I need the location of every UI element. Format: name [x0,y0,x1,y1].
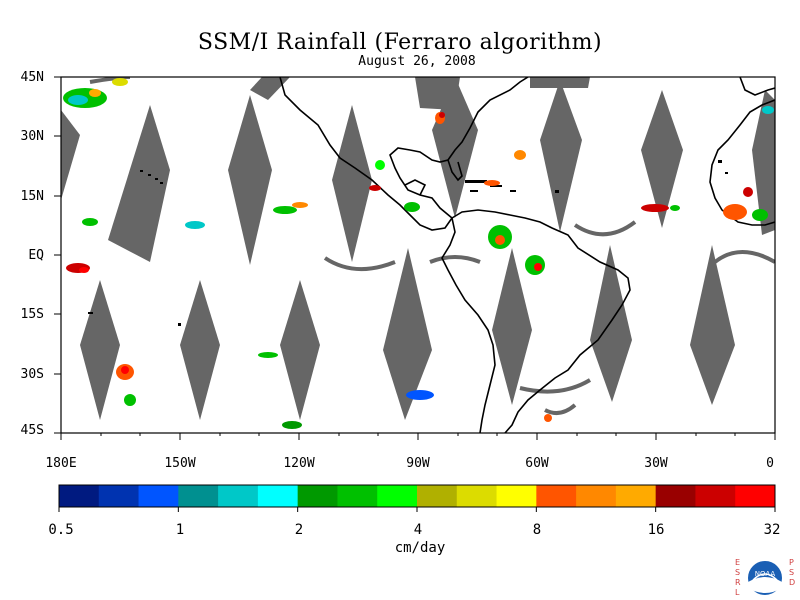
colorbar-swatch [655,485,696,507]
lat-label-15s: 15S [20,307,44,322]
axis-ticks [54,76,776,440]
rainfall-cells [63,78,774,429]
plot-area [61,77,775,433]
colorbar-swatch [59,485,100,507]
colorbar-label-16: 16 [647,522,665,538]
noaa-esrl-psd-logo: ESRL NOAA PSD [735,558,797,598]
colorbar-label-2: 2 [294,522,304,538]
lon-label-90w: 90W [406,456,430,471]
colorbar-label-0-5: 0.5 [48,522,74,538]
colorbar-swatch [377,485,418,507]
lon-label-30w: 30W [644,456,668,471]
noaa-emblem-icon: NOAA [746,559,784,597]
colorbar [58,484,776,512]
lon-label-60w: 60W [525,456,549,471]
lat-label-eq: EQ [28,248,44,263]
colorbar-swatch [456,485,498,507]
colorbar-swatch [496,485,537,507]
lon-label-0: 0 [766,456,774,471]
swath-edge-arcs [89,77,775,416]
colorbar-swatch [98,485,140,507]
colorbar-units: cm/day [394,540,446,556]
lon-label-150w: 150W [164,456,196,471]
colorbar-swatch [576,485,617,507]
lat-label-45n: 45N [20,70,44,85]
no-data-swath-gaps [61,77,775,420]
colorbar-label-32: 32 [763,522,781,538]
coastlines [279,77,775,433]
map-title: SSM/I Rainfall (Ferraro algorithm) [197,30,603,55]
lat-label-45s: 45S [20,423,44,438]
lon-label-180e: 180E [45,456,77,471]
colorbar-swatch [735,485,776,507]
colorbar-swatch [615,485,657,507]
islands [88,160,728,326]
colorbar-swatch [417,485,458,507]
lat-label-30s: 30S [20,367,44,382]
colorbar-swatch [297,485,338,507]
colorbar-swatch [138,485,179,507]
colorbar-swatch [337,485,378,507]
lat-label-15n: 15N [20,189,44,204]
lat-label-30n: 30N [20,129,44,144]
colorbar-swatch [536,485,577,507]
colorbar-swatch [218,485,259,507]
lon-label-120w: 120W [283,456,315,471]
colorbar-label-8: 8 [532,522,542,538]
colorbar-label-4: 4 [413,522,423,538]
colorbar-swatch [178,485,219,507]
logo-left-text: ESRL [735,558,741,597]
logo-center-text: NOAA [755,570,776,578]
colorbar-label-1: 1 [175,522,185,538]
colorbar-swatch [695,485,736,507]
logo-right-text: PSD [789,558,796,587]
map-date: August 26, 2008 [358,54,476,69]
colorbar-swatch [257,485,299,507]
